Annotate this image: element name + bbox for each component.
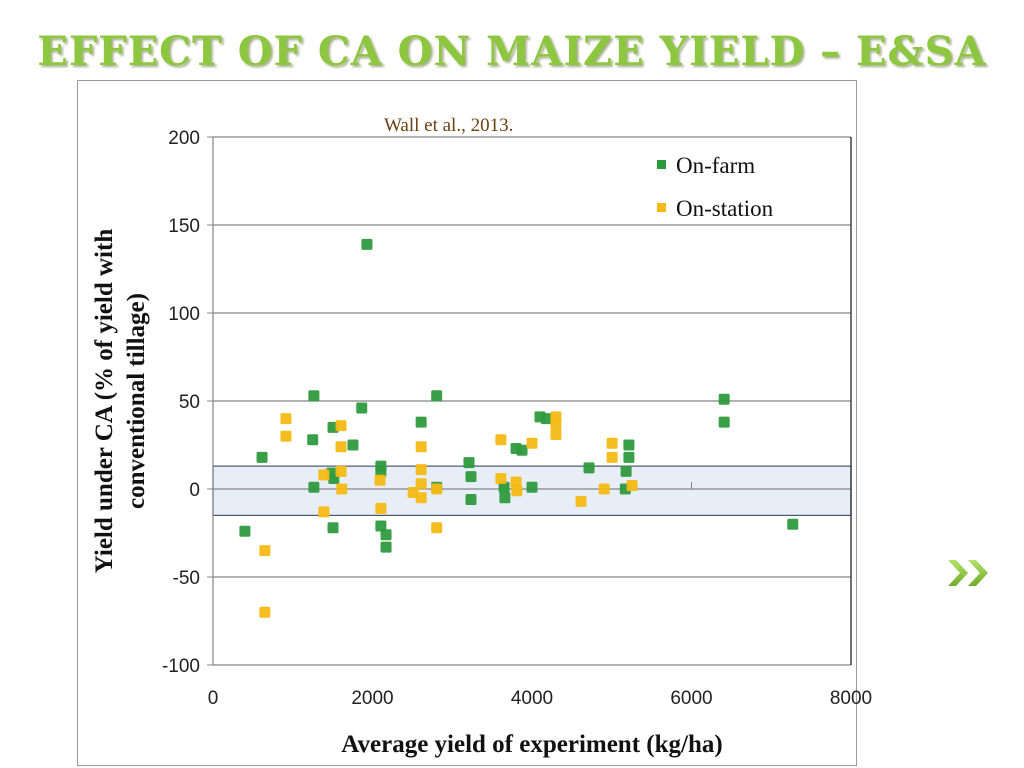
on-farm-point [718,416,730,428]
on-farm-point [375,520,387,532]
slide-title: EFFECT OF CA ON MAIZE YIELD – E&SA [37,28,987,75]
on-farm-point [307,434,319,446]
on-farm-point [327,522,339,534]
on-farm-point [787,518,799,530]
y-tick-label: -100 [162,656,200,677]
on-station-point [415,492,427,504]
on-station-point [511,485,523,497]
on-station-point [431,483,443,495]
on-station-point [575,495,587,507]
on-station-point [510,476,522,488]
on-station-point [374,474,386,486]
on-farm-point [361,238,373,250]
on-station-point [495,434,507,446]
citation: Wall et al., 2013. [384,115,514,136]
on-station-point [606,437,618,449]
on-farm-point [380,529,392,541]
on-station-point [415,441,427,453]
x-tick-label: 6000 [670,688,712,709]
on-farm-point [308,481,320,493]
on-station-point [318,506,330,518]
on-station-point [318,469,330,481]
on-station-point [335,441,347,453]
on-farm-point [583,462,595,474]
y-tick-label: -50 [173,568,200,589]
legend-marker-on-station [657,203,666,212]
double-chevron-right-icon [948,560,988,586]
on-station-point [606,451,618,463]
y-tick-label: 100 [168,304,200,325]
on-station-point [280,413,292,425]
on-station-point [598,483,610,495]
on-farm-point [499,492,511,504]
on-farm-point [308,390,320,402]
on-station-point [626,479,638,491]
on-farm-point [356,402,368,414]
legend-label-on-farm: On-farm [676,153,755,178]
y-axis-label-line2: conventional tillage) [123,293,150,509]
on-station-point [259,545,271,557]
on-farm-point [380,541,392,553]
on-farm-point [623,439,635,451]
on-farm-point [375,465,387,477]
on-farm-point [465,494,477,506]
on-farm-point [623,451,635,463]
on-station-point [280,430,292,442]
on-station-point [336,483,348,495]
x-axis-label: Average yield of experiment (kg/ha) [341,731,722,758]
on-station-point [259,606,271,618]
on-station-point [335,465,347,477]
on-station-point [550,428,562,440]
data-points [239,238,799,618]
on-farm-point [415,416,427,428]
on-station-point [415,464,427,476]
on-station-point [550,418,562,430]
on-farm-point [516,444,528,456]
x-tick-label: 8000 [830,688,872,709]
on-station-point [495,472,507,484]
y-tick-label: 150 [168,216,200,237]
on-farm-point [718,393,730,405]
legend-label-on-station: On-station [676,196,774,221]
y-tick-label: 200 [168,128,200,149]
on-farm-point [540,413,552,425]
on-farm-point [620,465,632,477]
on-station-point [415,478,427,490]
on-farm-point [465,471,477,483]
y-tick-label: 0 [189,480,200,501]
on-station-point [526,437,538,449]
legend: On-farm On-station [657,153,774,221]
on-farm-point [256,451,268,463]
on-farm-point [239,525,251,537]
axes: 200 150 100 50 0 -50 -100 0 2000 4000 6000 8000 [162,128,872,709]
on-farm-point [463,457,475,469]
x-tick-label: 2000 [351,688,393,709]
on-farm-point [498,481,510,493]
on-station-point [431,522,443,534]
y-axis-label-line1: Yield under CA (% of yield with [91,229,118,574]
gridlines [213,136,851,666]
on-station-point [335,420,347,432]
x-tick-label: 0 [208,688,219,709]
x-tick-label: 4000 [511,688,553,709]
on-farm-point [526,481,538,493]
on-farm-point [347,439,359,451]
on-station-point [375,502,387,514]
on-farm-point [431,390,443,402]
next-slide-button[interactable] [946,556,994,590]
y-tick-label: 50 [179,392,200,413]
legend-marker-on-farm [657,160,666,169]
